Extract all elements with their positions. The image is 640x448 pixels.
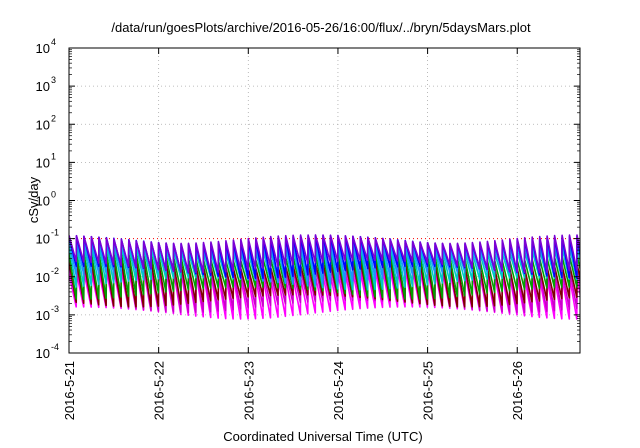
y-axis-title: cSv/day bbox=[26, 176, 41, 223]
x-tick-label: 2016-5-22 bbox=[152, 361, 167, 420]
x-tick-label: 2016-5-24 bbox=[331, 361, 346, 420]
grid bbox=[69, 48, 580, 353]
y-tick-label-base: 10 bbox=[36, 308, 50, 323]
x-tick-label: 2016-5-25 bbox=[421, 361, 436, 420]
x-tick-label: 2016-5-21 bbox=[62, 361, 77, 420]
y-tick-label-base: 10 bbox=[36, 41, 50, 56]
y-tick-label-base: 10 bbox=[36, 117, 50, 132]
x-axis-title: Coordinated Universal Time (UTC) bbox=[223, 429, 422, 444]
y-tick-label-exponent: 1 bbox=[51, 151, 56, 161]
y-tick-label-base: 10 bbox=[36, 270, 50, 285]
y-tick-label-exponent: 0 bbox=[51, 190, 56, 200]
x-tick-label: 2016-5-23 bbox=[241, 361, 256, 420]
y-tick-label-exponent: -2 bbox=[51, 266, 59, 276]
series-line-series-8 bbox=[69, 234, 580, 274]
y-tick-label-exponent: 4 bbox=[51, 37, 56, 47]
y-tick-label-exponent: 2 bbox=[51, 113, 56, 123]
data-series bbox=[69, 234, 580, 320]
y-tick-label-base: 10 bbox=[36, 232, 50, 247]
y-tick-label-base: 10 bbox=[36, 194, 50, 209]
y-tick-label-exponent: -1 bbox=[51, 228, 59, 238]
y-tick-label-exponent: 3 bbox=[51, 75, 56, 85]
y-tick-label-exponent: -3 bbox=[51, 304, 59, 314]
x-axis: 2016-5-21 2016-5-22 2016-5-23 2016-5-24 2016… bbox=[62, 48, 525, 420]
y-tick-label-base: 10 bbox=[36, 79, 50, 94]
x-tick-label: 2016-5-26 bbox=[510, 361, 525, 420]
chart-title: /data/run/goesPlots/archive/2016-05-26/1… bbox=[111, 20, 531, 35]
y-tick-label-base: 10 bbox=[36, 155, 50, 170]
y-tick-label-base: 10 bbox=[36, 346, 50, 361]
y-tick-label-exponent: -4 bbox=[51, 342, 59, 352]
